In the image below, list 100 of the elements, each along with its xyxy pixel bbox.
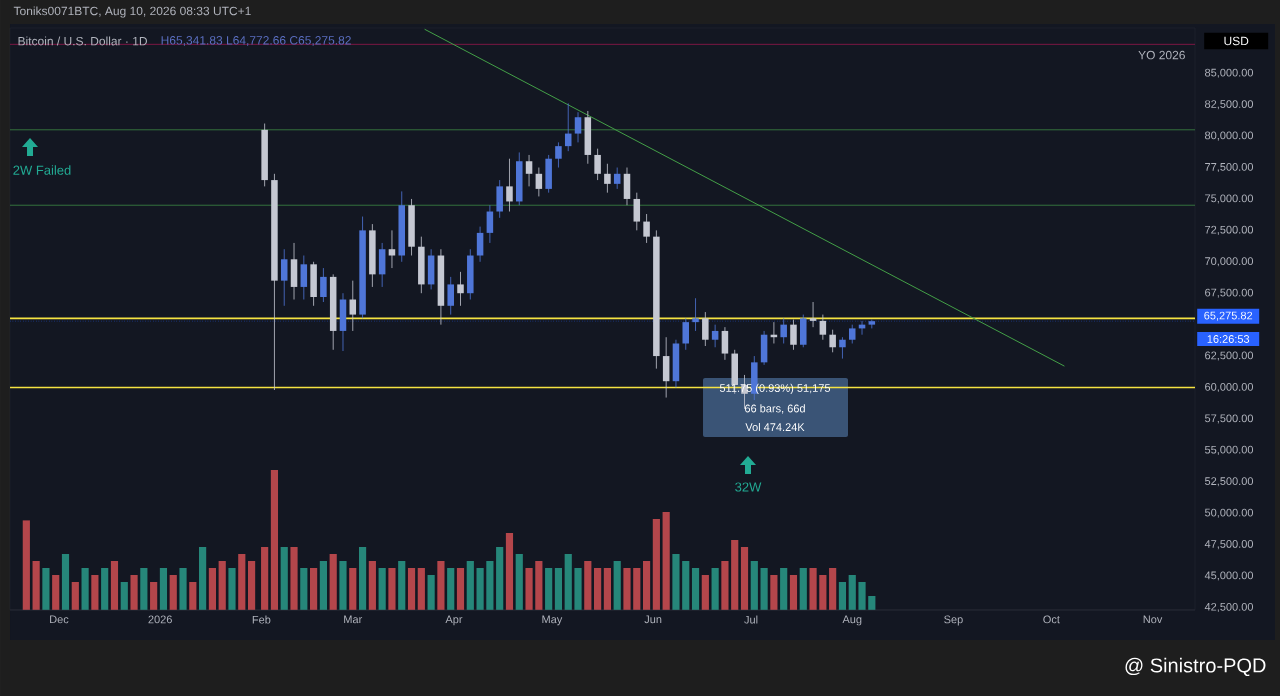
bar	[199, 546, 207, 610]
bar	[110, 560, 119, 610]
bar	[91, 574, 99, 610]
bar	[290, 546, 298, 610]
bar	[594, 567, 602, 610]
bar	[701, 574, 709, 610]
x-tick-label: Feb	[252, 615, 271, 624]
bar	[300, 567, 308, 610]
y-tick-label: 55,000.00	[1204, 445, 1254, 455]
bar	[456, 567, 465, 610]
candlestick	[604, 163, 611, 194]
bar	[819, 574, 827, 610]
bar	[247, 560, 256, 610]
bar	[476, 567, 484, 610]
x-tick-label: Mar	[344, 615, 363, 624]
bar	[339, 560, 347, 610]
x-tick-label: Sep	[944, 615, 963, 626]
bar	[52, 574, 60, 610]
candlestick	[633, 192, 641, 231]
candlestick	[486, 204, 494, 244]
bar	[858, 581, 866, 610]
y-tick-label: 80,000.00	[1205, 131, 1254, 141]
bar	[22, 520, 30, 610]
bar	[238, 553, 246, 610]
text: 16:26:53	[1207, 335, 1250, 343]
bar	[809, 567, 817, 610]
bar	[554, 567, 563, 610]
bar	[623, 567, 631, 610]
candlestick	[574, 111, 582, 143]
x-tick-label: 2026	[148, 615, 172, 624]
bar	[584, 560, 592, 610]
candlestick	[613, 167, 621, 190]
y-tick-label: 50,000.00	[1204, 508, 1254, 518]
bar	[750, 560, 758, 610]
candlestick	[682, 317, 690, 351]
annotation: 2W Failed	[13, 165, 71, 175]
bar	[81, 567, 89, 610]
candlestick	[721, 326, 729, 361]
candlestick	[692, 297, 699, 332]
bar	[388, 567, 396, 610]
bar	[280, 546, 288, 610]
candlestick	[349, 280, 357, 332]
bar	[829, 567, 837, 610]
bar	[427, 574, 435, 610]
bar	[319, 560, 327, 610]
y-tick-label: 67,500.00	[1205, 288, 1254, 298]
bar	[310, 567, 318, 610]
bar	[770, 574, 778, 610]
candlestick	[476, 226, 484, 263]
annotation: 32W	[735, 482, 762, 492]
y-tick-label: 45,000.00	[1204, 571, 1254, 581]
bar	[721, 560, 729, 610]
bar	[642, 560, 651, 610]
bar	[447, 567, 455, 610]
bar	[662, 511, 670, 610]
x-tick-label: Nov	[1143, 615, 1163, 624]
candlestick	[457, 271, 464, 307]
candlestick	[819, 314, 827, 341]
bar	[228, 567, 236, 610]
candlestick	[300, 255, 308, 300]
candlestick	[809, 301, 817, 328]
y-tick-label: 42,500.00	[1204, 602, 1254, 613]
bar	[437, 560, 445, 610]
bar	[368, 560, 376, 610]
bar	[101, 567, 109, 610]
bar	[169, 574, 177, 610]
candlestick	[594, 148, 601, 181]
candlestick	[506, 158, 513, 212]
annotation: H65,341.83 L64,772.66 C65,275.82	[161, 36, 351, 46]
y-tick-label: 70,000.00	[1205, 257, 1254, 267]
bar	[848, 574, 856, 610]
candlestick	[535, 167, 543, 197]
candlestick	[711, 324, 719, 348]
bar	[711, 567, 719, 610]
candlestick	[643, 213, 650, 244]
candlestick	[525, 154, 533, 187]
bar	[545, 567, 553, 610]
bar	[603, 567, 611, 610]
bar	[189, 581, 197, 610]
x-tick-label: Aug	[842, 615, 862, 626]
bar	[672, 553, 680, 610]
y-tick-label: 72,500.00	[1205, 225, 1254, 235]
y-tick-label: 82,500.00	[1205, 100, 1254, 110]
bar	[868, 595, 876, 610]
candlestick	[388, 229, 396, 269]
chart-subtitle: Toniks0071BTC, Aug 10, 2026 08:33 UTC+1	[13, 6, 251, 18]
y-tick-label: 47,500.00	[1204, 540, 1254, 550]
x-tick-label: Jun	[644, 615, 662, 624]
y-tick-label: 85,000.00	[1205, 68, 1254, 78]
bar	[32, 560, 40, 610]
x-tick-label: Dec	[50, 615, 69, 624]
y-tick-label: 62,500.00	[1205, 351, 1254, 361]
bar	[731, 539, 739, 610]
candlestick	[839, 336, 846, 359]
bar	[740, 546, 749, 610]
bar	[378, 567, 386, 610]
bar	[71, 581, 79, 610]
bar	[760, 567, 768, 610]
bar	[789, 574, 798, 610]
bar	[329, 553, 337, 610]
